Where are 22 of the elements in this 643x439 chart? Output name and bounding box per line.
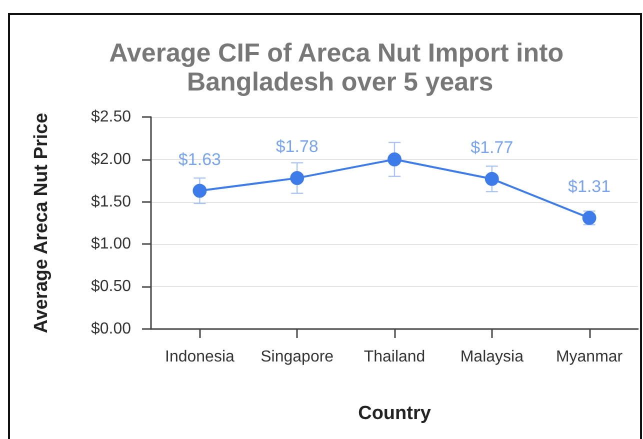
point: [290, 171, 304, 186]
point: [484, 172, 499, 186]
data-label: $1.78: [276, 137, 318, 156]
x-tick-label: Singapore: [260, 348, 334, 366]
y-tick-label: $0.50: [90, 278, 132, 296]
data-label: $1.63: [178, 150, 221, 169]
data-label: $1.77: [470, 138, 514, 157]
point: [192, 184, 207, 198]
point: [388, 152, 402, 166]
y-tick-label: $2.50: [90, 108, 132, 126]
y-tick-label: $1.00: [90, 236, 132, 253]
data-label: $1.31: [568, 176, 611, 196]
x-tick-label: Indonesia: [165, 348, 234, 366]
y-tick-label: $0.00: [90, 320, 132, 338]
x-axis-title: Country: [358, 403, 432, 424]
y-axis-title: Average Areca Nut Price: [31, 112, 52, 334]
x-tick-label: Malaysia: [460, 348, 524, 366]
y-tick-label: $2.00: [90, 150, 132, 168]
chart-title: Average CIF of Areca Nut Import into Bangladesh over 5 years: [109, 38, 571, 96]
x-tick-label: Myanmar: [556, 348, 624, 366]
x-tick-label: Thailand: [364, 348, 426, 366]
y-tick-label: $1.50: [90, 193, 132, 210]
